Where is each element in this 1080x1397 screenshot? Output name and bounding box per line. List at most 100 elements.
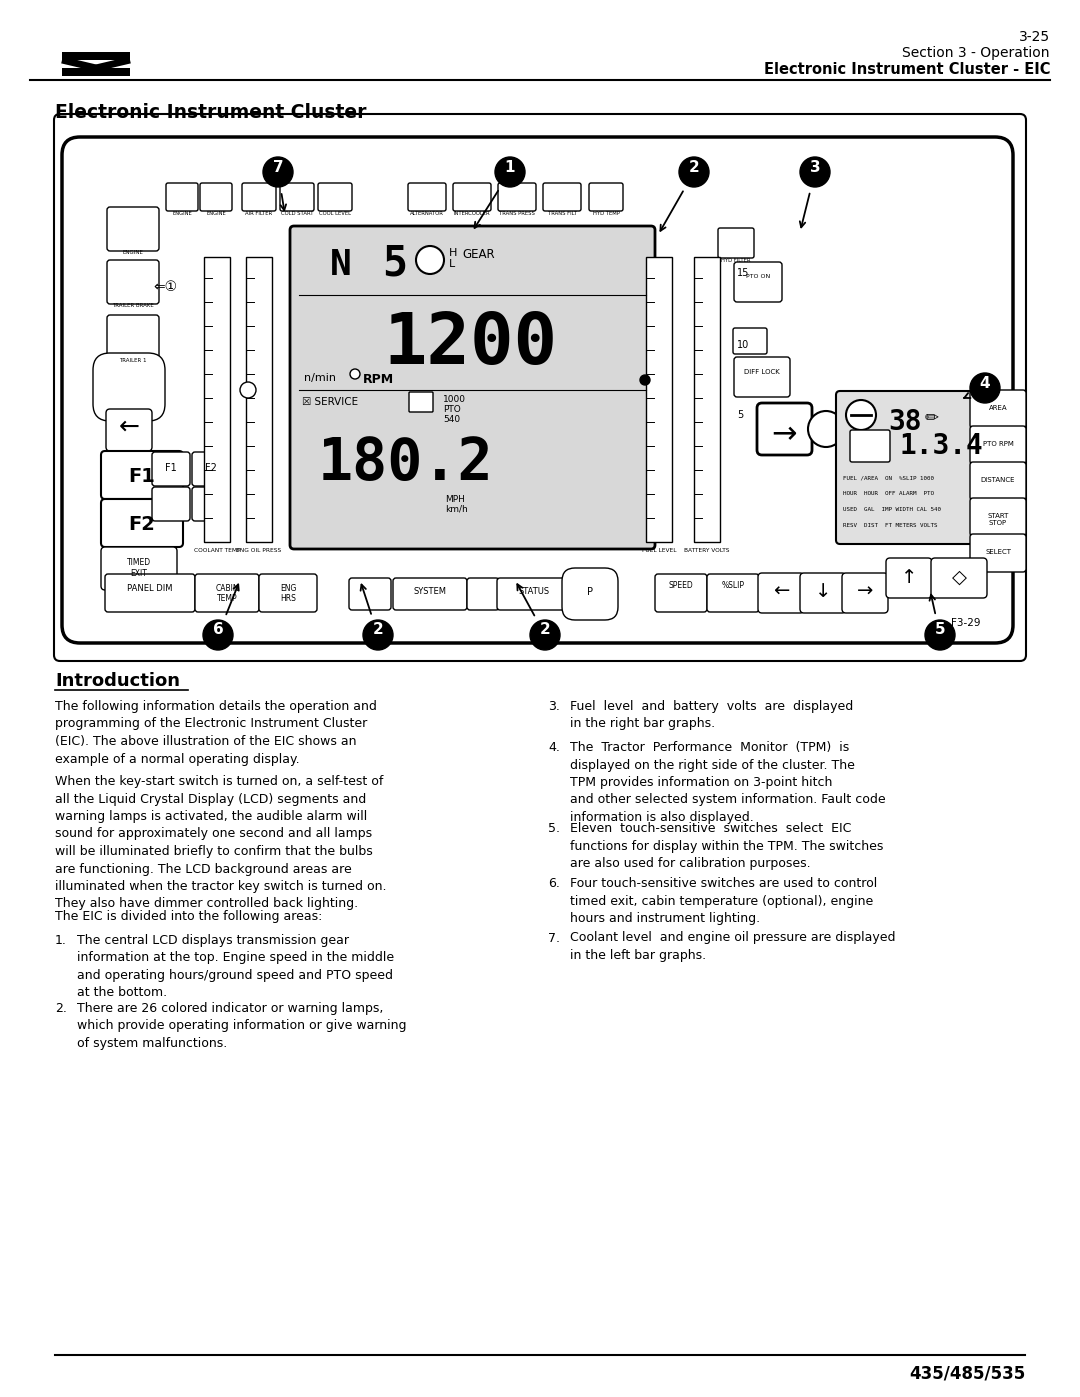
- Text: COOL LEVEL: COOL LEVEL: [319, 211, 351, 217]
- FancyBboxPatch shape: [102, 451, 183, 499]
- FancyBboxPatch shape: [349, 578, 391, 610]
- Text: 1.: 1.: [55, 935, 67, 947]
- Text: CABIN
TEMP: CABIN TEMP: [215, 584, 239, 604]
- FancyBboxPatch shape: [498, 183, 536, 211]
- Text: HYD FILTER: HYD FILTER: [721, 258, 751, 263]
- Text: 540: 540: [443, 415, 460, 425]
- Circle shape: [530, 620, 561, 650]
- Text: 38: 38: [888, 408, 921, 436]
- Text: TRANS PRESS: TRANS PRESS: [499, 211, 535, 217]
- FancyBboxPatch shape: [562, 569, 618, 620]
- Text: USED  GAL  IMP WIDTH CAL 540: USED GAL IMP WIDTH CAL 540: [843, 507, 941, 511]
- Circle shape: [203, 620, 233, 650]
- FancyBboxPatch shape: [734, 358, 789, 397]
- Text: RPM: RPM: [363, 373, 394, 386]
- Text: 1: 1: [504, 159, 515, 175]
- Text: ↓: ↓: [814, 583, 832, 601]
- Text: ↑: ↑: [901, 569, 917, 587]
- Text: 2: 2: [689, 159, 700, 175]
- Bar: [646, 257, 672, 542]
- Text: ENG
HRS: ENG HRS: [280, 584, 296, 604]
- FancyBboxPatch shape: [654, 574, 707, 612]
- Text: →: →: [856, 583, 874, 601]
- Circle shape: [679, 156, 708, 187]
- Text: GEAR: GEAR: [462, 249, 495, 261]
- FancyBboxPatch shape: [93, 353, 165, 420]
- FancyBboxPatch shape: [106, 409, 152, 451]
- FancyBboxPatch shape: [757, 402, 812, 455]
- Text: %SLIP: %SLIP: [721, 581, 744, 590]
- FancyBboxPatch shape: [850, 430, 890, 462]
- Circle shape: [846, 400, 876, 430]
- FancyBboxPatch shape: [842, 573, 888, 613]
- FancyBboxPatch shape: [970, 462, 1026, 500]
- Text: 6.: 6.: [548, 877, 559, 890]
- Text: 10: 10: [737, 339, 750, 351]
- Text: 5: 5: [737, 409, 743, 420]
- Text: km/h: km/h: [445, 504, 468, 514]
- Text: 3.: 3.: [548, 700, 559, 712]
- Text: ENGINE: ENGINE: [122, 250, 144, 256]
- FancyBboxPatch shape: [107, 260, 159, 305]
- FancyBboxPatch shape: [200, 183, 232, 211]
- Text: F3-29: F3-29: [950, 617, 980, 629]
- Text: Eleven  touch-sensitive  switches  select  EIC
functions for display within the : Eleven touch-sensitive switches select E…: [570, 823, 883, 870]
- Text: Four touch-sensitive switches are used to control
timed exit, cabin temperature : Four touch-sensitive switches are used t…: [570, 877, 877, 925]
- Text: HYD TEMP: HYD TEMP: [593, 211, 620, 217]
- Text: ☒ SERVICE: ☒ SERVICE: [302, 397, 359, 407]
- FancyBboxPatch shape: [886, 557, 932, 598]
- Text: 1000: 1000: [443, 395, 465, 404]
- FancyBboxPatch shape: [107, 207, 159, 251]
- Text: 2: 2: [540, 623, 551, 637]
- Circle shape: [495, 156, 525, 187]
- FancyBboxPatch shape: [734, 263, 782, 302]
- Text: COLD START: COLD START: [281, 211, 313, 217]
- FancyBboxPatch shape: [105, 574, 195, 612]
- Text: 3: 3: [810, 159, 821, 175]
- Text: 7.: 7.: [548, 932, 561, 944]
- Circle shape: [363, 620, 393, 650]
- Text: ENG OIL PRESS: ENG OIL PRESS: [237, 548, 282, 553]
- Text: PANEL DIM: PANEL DIM: [127, 584, 173, 592]
- Text: DISTANCE: DISTANCE: [981, 476, 1015, 483]
- FancyBboxPatch shape: [102, 499, 183, 548]
- FancyBboxPatch shape: [543, 183, 581, 211]
- Text: TIMED
EXIT: TIMED EXIT: [127, 557, 151, 578]
- Circle shape: [350, 369, 360, 379]
- Text: 5.: 5.: [548, 823, 561, 835]
- FancyBboxPatch shape: [152, 488, 190, 521]
- Bar: [694, 257, 720, 542]
- Circle shape: [416, 246, 444, 274]
- Text: ENGINE: ENGINE: [172, 211, 192, 217]
- Text: 1.3.4: 1.3.4: [900, 432, 984, 460]
- Text: PTO ON: PTO ON: [746, 274, 770, 279]
- Circle shape: [264, 156, 293, 187]
- Text: ✏: ✏: [924, 408, 939, 426]
- Text: 4.: 4.: [548, 740, 559, 754]
- FancyBboxPatch shape: [192, 488, 230, 521]
- FancyBboxPatch shape: [758, 573, 804, 613]
- Text: SPEED: SPEED: [669, 581, 693, 590]
- Text: START
STOP: START STOP: [987, 513, 1009, 527]
- Text: RESV  DIST  FT METERS VOLTS: RESV DIST FT METERS VOLTS: [843, 522, 937, 528]
- Text: The  Tractor  Performance  Monitor  (TPM)  is
displayed on the right side of the: The Tractor Performance Monitor (TPM) is…: [570, 740, 886, 824]
- Text: F2: F2: [205, 462, 217, 474]
- Text: PTO: PTO: [443, 405, 461, 414]
- Text: The following information details the operation and
programming of the Electroni: The following information details the op…: [55, 700, 377, 766]
- Text: 2.: 2.: [55, 1002, 67, 1016]
- FancyBboxPatch shape: [453, 183, 491, 211]
- Text: H: H: [449, 249, 457, 258]
- Text: PTO RPM: PTO RPM: [983, 441, 1013, 447]
- Text: n/min: n/min: [303, 373, 336, 383]
- Text: 6: 6: [213, 623, 224, 637]
- Text: 3-25: 3-25: [1018, 29, 1050, 43]
- Text: INTERCOOLER: INTERCOOLER: [454, 211, 490, 217]
- Bar: [62, 52, 130, 60]
- Text: COOLANT TEMP: COOLANT TEMP: [193, 548, 241, 553]
- Text: TRAILER BRAKE: TRAILER BRAKE: [112, 303, 153, 307]
- Text: TRAILER 1: TRAILER 1: [119, 358, 147, 363]
- FancyBboxPatch shape: [970, 534, 1026, 571]
- FancyBboxPatch shape: [102, 548, 177, 590]
- FancyBboxPatch shape: [467, 578, 499, 610]
- Circle shape: [924, 620, 955, 650]
